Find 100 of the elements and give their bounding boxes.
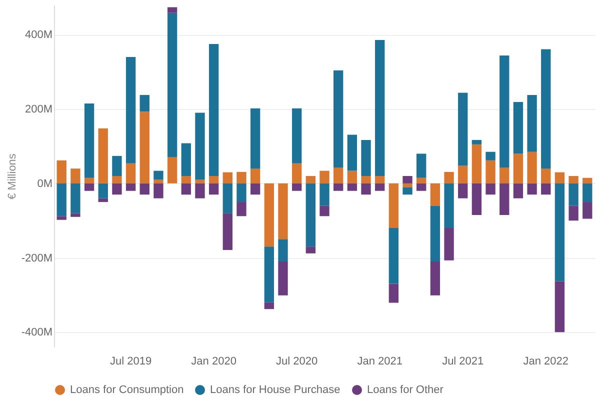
bar xyxy=(292,183,302,191)
bar xyxy=(541,49,551,169)
bar xyxy=(527,183,537,195)
bar xyxy=(70,213,80,217)
bar xyxy=(333,70,344,168)
y-tick-label: -200M xyxy=(21,252,52,264)
bar xyxy=(167,7,178,13)
bar xyxy=(208,176,219,184)
bar xyxy=(388,284,399,303)
bar xyxy=(154,170,164,180)
x-tick-label: Jan 2021 xyxy=(357,356,402,368)
bar xyxy=(195,183,205,198)
bar xyxy=(320,206,330,216)
bar xyxy=(333,183,344,191)
bar xyxy=(582,202,592,219)
bar xyxy=(306,246,316,254)
legend-label: Loans for House Purchase xyxy=(210,384,340,396)
bar xyxy=(154,183,164,198)
bar xyxy=(486,160,496,184)
bar xyxy=(388,228,399,284)
bar xyxy=(56,160,66,184)
bar xyxy=(264,302,274,310)
bar xyxy=(554,172,565,184)
bar xyxy=(430,183,440,206)
bar xyxy=(112,176,122,184)
bar xyxy=(347,183,358,191)
bar xyxy=(112,156,122,176)
bar xyxy=(347,170,358,184)
bar xyxy=(527,94,537,152)
bar xyxy=(84,104,94,178)
bar xyxy=(167,12,178,158)
y-tick-label: 400M xyxy=(24,29,52,42)
y-tick-label: 0M xyxy=(37,178,52,190)
bar xyxy=(292,108,302,164)
bar xyxy=(582,183,592,202)
bar xyxy=(154,180,164,184)
x-tick-label: Jul 2020 xyxy=(276,356,318,368)
bar xyxy=(375,176,385,184)
bar xyxy=(347,134,358,171)
bar xyxy=(416,178,426,184)
legend-label: Loans for Other xyxy=(367,384,444,396)
bar xyxy=(278,262,288,296)
bar xyxy=(541,183,551,195)
bar xyxy=(527,152,537,184)
bar xyxy=(320,170,330,184)
bar xyxy=(181,143,191,176)
bar xyxy=(486,183,496,195)
bar xyxy=(140,183,150,195)
bar xyxy=(458,92,468,166)
x-tick-label: Jul 2019 xyxy=(110,356,152,368)
bar xyxy=(375,40,385,176)
bar xyxy=(222,183,232,214)
bar xyxy=(278,183,288,240)
bar xyxy=(402,187,412,195)
bar xyxy=(402,183,412,188)
bar xyxy=(70,183,80,214)
bar xyxy=(126,57,136,164)
bar xyxy=(70,168,80,184)
bar xyxy=(444,183,454,228)
bar xyxy=(250,183,260,195)
bar xyxy=(320,183,330,206)
bar xyxy=(264,183,274,247)
bar xyxy=(181,176,191,184)
x-tick-label: Jul 2021 xyxy=(442,356,484,368)
bar xyxy=(554,183,565,282)
bar xyxy=(236,172,246,184)
bar xyxy=(361,140,371,176)
bar xyxy=(472,183,482,216)
bar xyxy=(458,183,468,198)
bar xyxy=(513,183,524,198)
bar xyxy=(375,183,385,191)
bar xyxy=(112,183,122,195)
bar xyxy=(195,180,205,184)
bar xyxy=(513,154,524,184)
bar xyxy=(416,154,426,178)
bar xyxy=(222,213,232,250)
bar xyxy=(472,140,482,144)
bar xyxy=(208,44,219,176)
bar xyxy=(84,183,94,191)
bar xyxy=(568,176,578,184)
y-tick-label: -400M xyxy=(21,326,52,339)
bar xyxy=(582,178,592,184)
bar xyxy=(306,176,316,184)
bar xyxy=(181,183,191,195)
y-tick-label: 200M xyxy=(24,104,52,116)
bar xyxy=(513,102,524,154)
bar xyxy=(333,167,344,184)
bar xyxy=(500,183,510,216)
bar xyxy=(208,183,219,195)
bar xyxy=(195,112,205,180)
bar xyxy=(306,183,316,247)
y-axis-title: € Millions xyxy=(6,153,18,200)
x-tick-label: Jan 2020 xyxy=(191,356,236,368)
bar xyxy=(568,183,578,206)
bar xyxy=(444,228,454,260)
bar xyxy=(472,144,482,184)
bar xyxy=(402,176,412,184)
legend-label: Loans for Consumption xyxy=(70,384,184,396)
bar xyxy=(140,112,150,184)
bar xyxy=(486,152,496,160)
